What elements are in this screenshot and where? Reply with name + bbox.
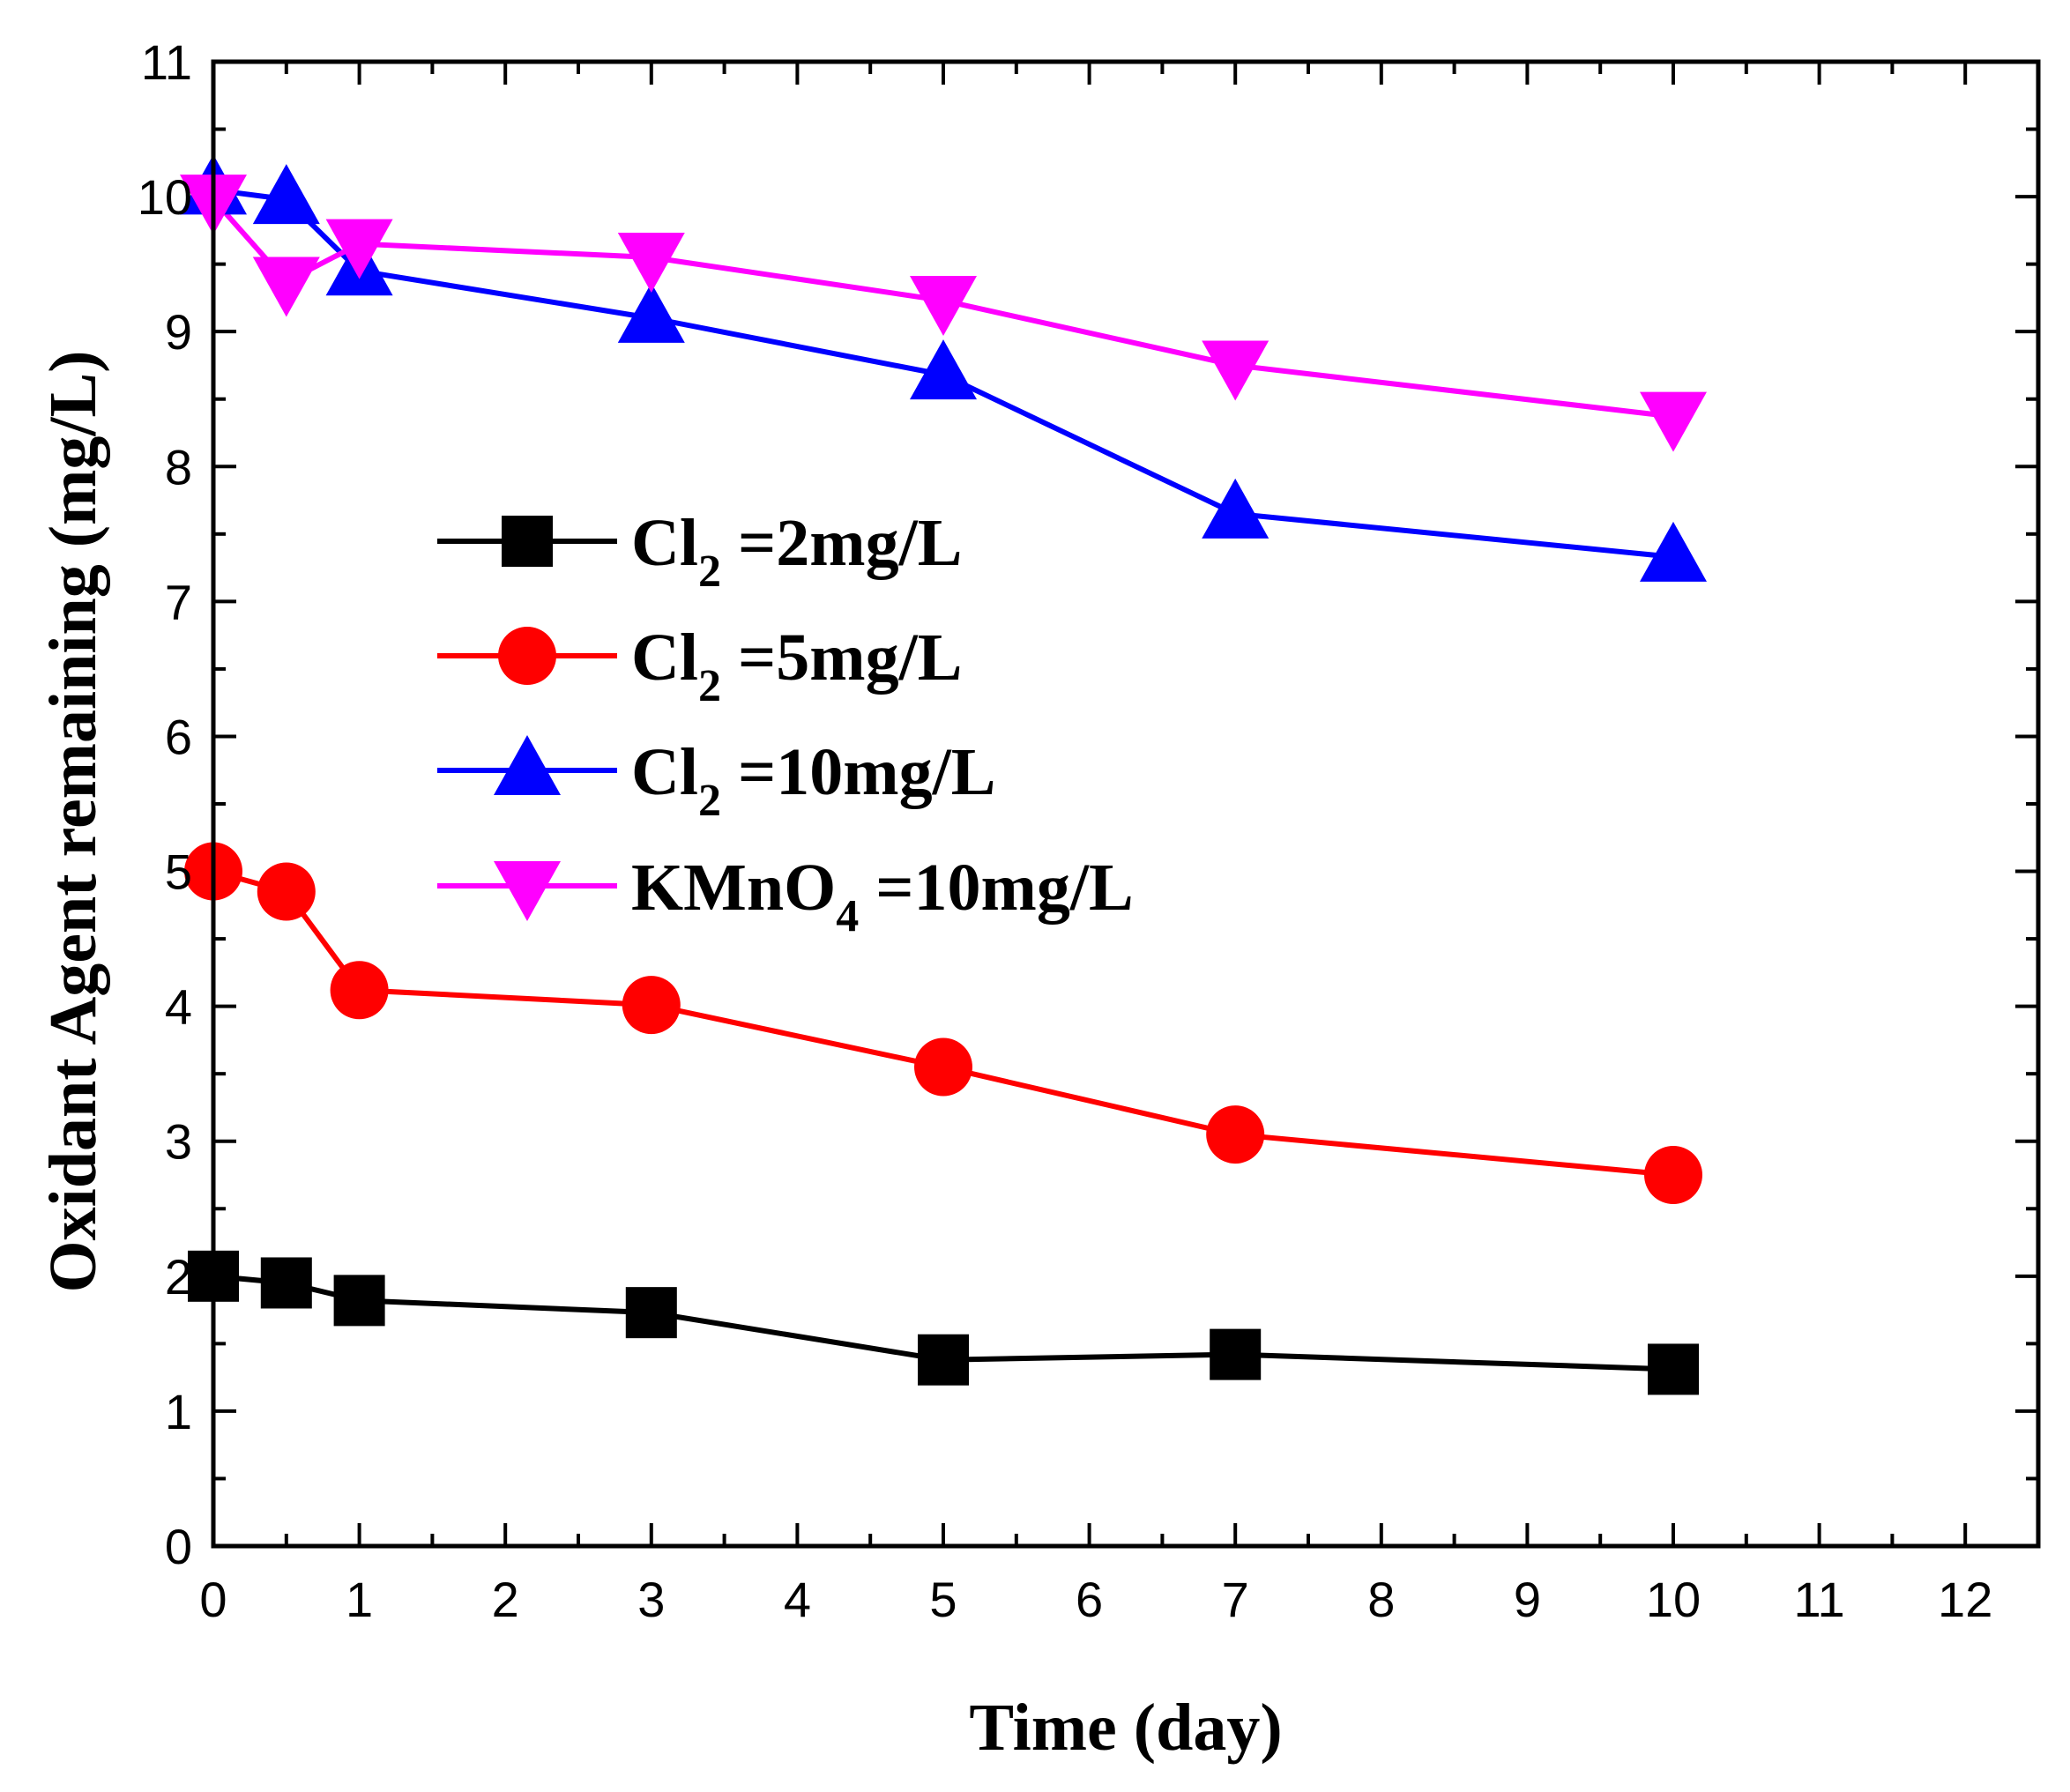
data-point-series-1 bbox=[260, 1257, 312, 1309]
x-tick-label: 1 bbox=[346, 1572, 373, 1627]
y-tick-label: 0 bbox=[165, 1519, 192, 1574]
x-tick-label: 2 bbox=[492, 1572, 519, 1627]
data-point-series-2 bbox=[1206, 1105, 1265, 1164]
data-point-series-4 bbox=[1640, 391, 1707, 452]
legend-marker-3 bbox=[494, 735, 561, 795]
x-tick-label: 3 bbox=[637, 1572, 665, 1627]
data-point-series-1 bbox=[918, 1334, 969, 1386]
y-tick-label: 4 bbox=[165, 979, 192, 1035]
x-tick-label: 0 bbox=[199, 1572, 227, 1627]
x-tick-label: 9 bbox=[1514, 1572, 1541, 1627]
legend-label-3: Cl2 =10mg/L bbox=[631, 735, 995, 826]
x-tick-label: 12 bbox=[1938, 1572, 1992, 1627]
x-tick-label: 7 bbox=[1222, 1572, 1249, 1627]
data-point-series-4 bbox=[252, 257, 320, 317]
y-tick-label: 11 bbox=[141, 34, 192, 90]
data-point-series-4 bbox=[910, 275, 977, 336]
y-tick-label: 8 bbox=[165, 439, 192, 494]
x-tick-label: 10 bbox=[1646, 1572, 1701, 1627]
data-point-series-2 bbox=[1644, 1146, 1702, 1204]
data-point-series-2 bbox=[330, 961, 389, 1020]
axis-ticks bbox=[212, 60, 2038, 1548]
data-point-series-4 bbox=[617, 232, 685, 293]
y-tick-label: 9 bbox=[165, 304, 192, 360]
data-point-series-3 bbox=[252, 164, 320, 225]
data-point-series-4 bbox=[325, 219, 393, 279]
y-tick-label: 6 bbox=[165, 709, 192, 764]
y-tick-label: 5 bbox=[165, 844, 192, 900]
data-point-series-1 bbox=[1648, 1343, 1699, 1395]
series-markers bbox=[180, 154, 1707, 1395]
data-point-series-3 bbox=[910, 339, 977, 400]
y-tick-label: 3 bbox=[165, 1114, 192, 1170]
y-tick-label: 10 bbox=[138, 169, 192, 225]
data-point-series-1 bbox=[333, 1275, 385, 1327]
legend-label-1: Cl2 =2mg/L bbox=[631, 506, 962, 597]
y-axis-title: Oxidant Agent remaining (mg/L) bbox=[36, 351, 110, 1293]
legend-marker-2 bbox=[498, 627, 556, 685]
legend: Cl2 =2mg/L Cl2 =5mg/L Cl2 =10mg/L KMnO4 =10… bbox=[437, 506, 1134, 941]
y-tick-label: 2 bbox=[165, 1249, 192, 1305]
x-tick-label: 11 bbox=[1794, 1572, 1845, 1627]
data-point-series-3 bbox=[1640, 521, 1707, 582]
data-point-series-1 bbox=[625, 1287, 677, 1339]
x-tick-label: 6 bbox=[1076, 1572, 1103, 1627]
y-tick-label: 7 bbox=[165, 574, 192, 629]
legend-label-4: KMnO4 =10mg/L bbox=[631, 851, 1134, 941]
legend-marker-4 bbox=[494, 861, 561, 921]
legend-label-2: Cl2 =5mg/L bbox=[631, 621, 962, 711]
data-point-series-2 bbox=[914, 1037, 972, 1097]
data-point-series-1 bbox=[1210, 1328, 1262, 1380]
x-tick-label: 5 bbox=[929, 1572, 957, 1627]
x-axis-title: Time (day) bbox=[969, 1691, 1282, 1765]
plot-frame bbox=[211, 59, 2041, 1549]
data-point-series-2 bbox=[622, 976, 681, 1035]
y-tick-label: 1 bbox=[165, 1384, 192, 1439]
data-point-series-4 bbox=[1202, 340, 1270, 401]
data-point-series-2 bbox=[257, 862, 316, 921]
data-point-series-3 bbox=[617, 282, 685, 343]
x-tick-label: 8 bbox=[1367, 1572, 1395, 1627]
legend-marker-1 bbox=[502, 516, 553, 567]
x-tick-label: 4 bbox=[784, 1572, 811, 1627]
data-point-series-3 bbox=[1202, 478, 1270, 539]
